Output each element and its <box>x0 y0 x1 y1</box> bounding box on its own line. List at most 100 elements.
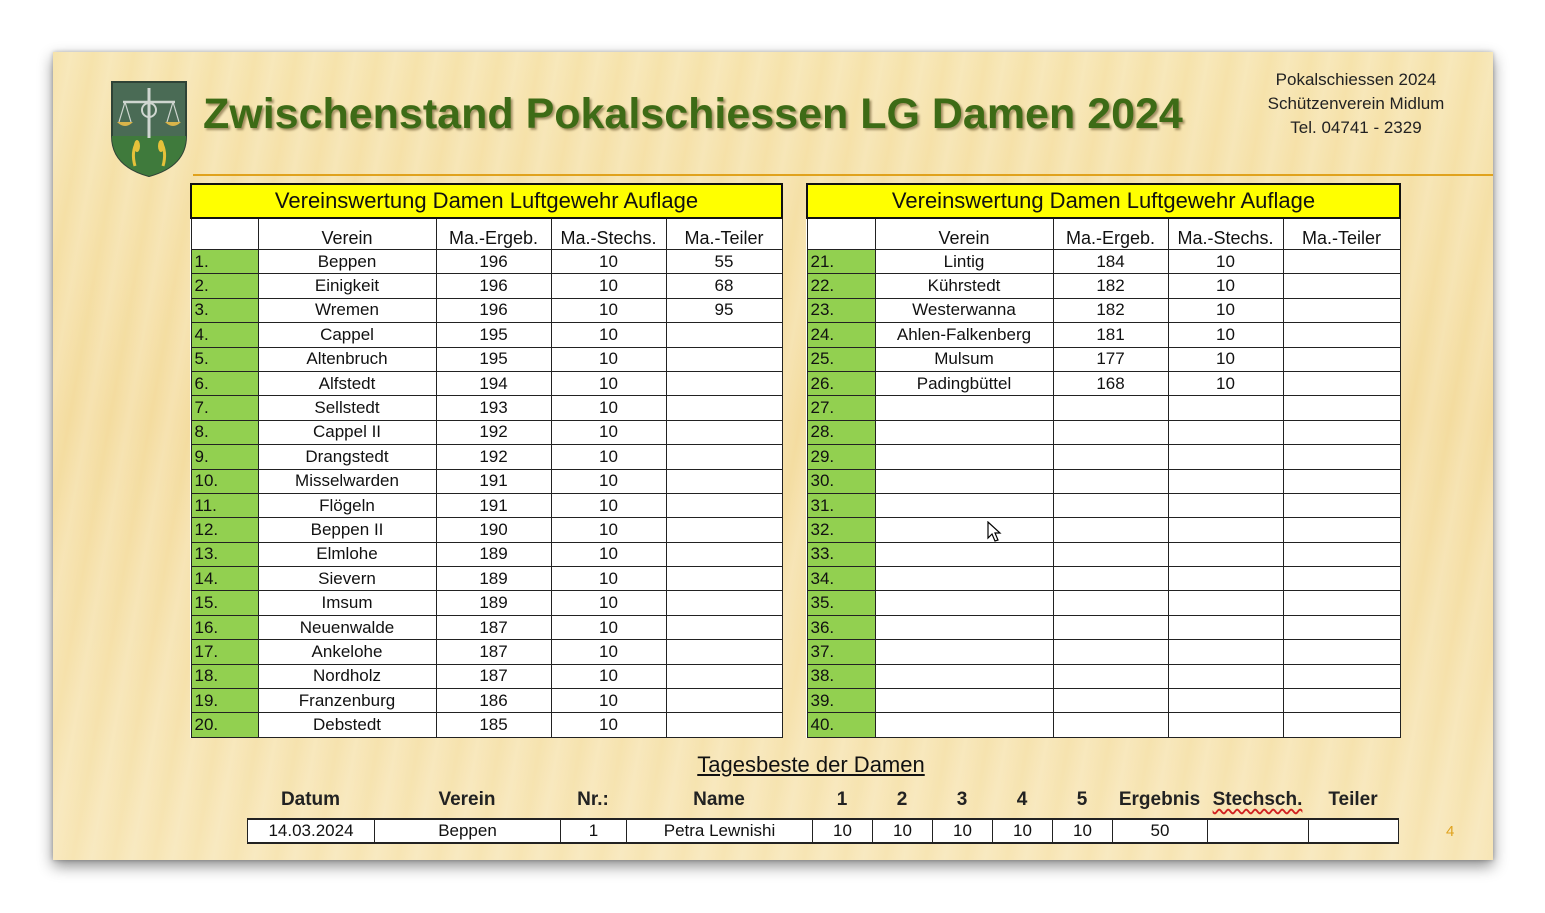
column-header: Ma.-Teiler <box>1282 217 1401 250</box>
rank-cell: 32. <box>806 517 876 543</box>
daily-cell: 10 <box>1052 818 1113 844</box>
teiler-cell <box>1282 590 1401 616</box>
score-cell <box>1052 468 1169 494</box>
rank-cell: 24. <box>806 322 876 348</box>
teiler-cell <box>1282 419 1401 446</box>
daily-cell <box>1308 818 1399 844</box>
ranking-table-left: Vereinswertung Damen Luftgewehr Auflage V… <box>190 183 783 738</box>
teiler-cell <box>665 468 783 494</box>
daily-cell: Petra Lewnishi <box>626 818 813 844</box>
rank-cell: 22. <box>806 273 876 299</box>
score-cell: 195 <box>435 346 552 372</box>
club-cell: Nordholz <box>257 663 437 690</box>
daily-column-header: Ergebnis <box>1118 789 1201 810</box>
info-line-club: Schützenverein Midlum <box>1267 94 1445 113</box>
info-line-event: Pokalschiessen 2024 <box>1275 70 1437 89</box>
tiebreak-cell: 10 <box>550 590 667 616</box>
teiler-cell <box>665 444 783 470</box>
tiebreak-cell: 10 <box>550 444 667 470</box>
rank-cell: 13. <box>190 541 259 568</box>
daily-column-header: Verein <box>438 789 496 810</box>
club-cell: Ahlen-Falkenberg <box>874 322 1054 348</box>
tiebreak-cell: 10 <box>550 566 667 592</box>
daily-column-header: 1 <box>836 789 848 810</box>
rank-cell: 3. <box>190 297 259 324</box>
rank-cell: 30. <box>806 468 876 494</box>
table-row: 5. Altenbruch 195 10 <box>190 346 783 372</box>
tiebreak-cell <box>1167 395 1284 421</box>
tiebreak-cell: 10 <box>550 614 667 641</box>
table-row: 37. <box>806 639 1401 665</box>
rank-cell: 20. <box>190 712 259 738</box>
club-cell: Misselwarden <box>257 468 437 494</box>
club-cell: Franzenburg <box>257 688 437 714</box>
tiebreak-cell <box>1167 639 1284 665</box>
rank-cell: 6. <box>190 370 259 397</box>
teiler-cell <box>665 688 783 714</box>
rank-cell: 19. <box>190 688 259 714</box>
score-cell: 190 <box>435 517 552 543</box>
score-cell: 196 <box>435 273 552 299</box>
tiebreak-cell: 10 <box>550 248 667 275</box>
tiebreak-cell: 10 <box>550 639 667 665</box>
rank-cell: 12. <box>190 517 259 543</box>
table-row: 33. <box>806 541 1401 568</box>
score-cell <box>1052 590 1169 616</box>
teiler-cell <box>665 346 783 372</box>
daily-column-header: 2 <box>896 789 908 810</box>
score-cell <box>1052 712 1169 738</box>
teiler-cell <box>665 492 783 519</box>
club-cell: Debstedt <box>257 712 437 738</box>
table-row: 13. Elmlohe 189 10 <box>190 541 783 568</box>
teiler-cell <box>1282 614 1401 641</box>
table-row: 23. Westerwanna 182 10 <box>806 297 1401 324</box>
tiebreak-cell <box>1167 688 1284 714</box>
score-cell: 182 <box>1052 273 1169 299</box>
tiebreak-cell <box>1167 492 1284 519</box>
club-cell <box>874 541 1054 568</box>
tiebreak-cell: 10 <box>550 297 667 324</box>
tiebreak-cell <box>1167 541 1284 568</box>
teiler-cell: 55 <box>665 248 783 275</box>
club-cell: Sellstedt <box>257 395 437 421</box>
teiler-cell <box>665 370 783 397</box>
table-row: 35. <box>806 590 1401 616</box>
tiebreak-cell <box>1167 566 1284 592</box>
tiebreak-cell: 10 <box>550 688 667 714</box>
teiler-cell: 95 <box>665 297 783 324</box>
table-row: 22. Kührstedt 182 10 <box>806 273 1401 299</box>
table-row: 8. Cappel II 192 10 <box>190 419 783 446</box>
club-cell <box>874 419 1054 446</box>
club-cell: Cappel <box>257 322 437 348</box>
teiler-cell <box>1282 712 1401 738</box>
rank-cell: 11. <box>190 492 259 519</box>
daily-cell: 10 <box>872 818 933 844</box>
rank-cell: 9. <box>190 444 259 470</box>
daily-column-header: 4 <box>1016 789 1028 810</box>
teiler-cell <box>665 517 783 543</box>
rank-cell: 38. <box>806 663 876 690</box>
teiler-cell <box>1282 273 1401 299</box>
score-cell: 191 <box>435 492 552 519</box>
tiebreak-cell <box>1167 419 1284 446</box>
club-cell <box>874 663 1054 690</box>
column-header: Ma.-Teiler <box>665 217 783 250</box>
rank-cell: 2. <box>190 273 259 299</box>
daily-best-title: Tagesbeste der Damen <box>697 752 925 777</box>
daily-cell: 10 <box>992 818 1053 844</box>
club-cell <box>874 590 1054 616</box>
tiebreak-cell <box>1167 614 1284 641</box>
club-cell: Beppen II <box>257 517 437 543</box>
tiebreak-cell <box>1167 590 1284 616</box>
tiebreak-cell: 10 <box>1167 248 1284 275</box>
teiler-cell <box>1282 395 1401 421</box>
teiler-cell <box>1282 492 1401 519</box>
tiebreak-cell: 10 <box>550 492 667 519</box>
daily-cell <box>1207 818 1309 844</box>
teiler-cell <box>1282 688 1401 714</box>
column-header <box>190 217 259 250</box>
club-cell: Mulsum <box>874 346 1054 372</box>
tiebreak-cell: 10 <box>1167 322 1284 348</box>
table-row: 9. Drangstedt 192 10 <box>190 444 783 470</box>
teiler-cell <box>1282 444 1401 470</box>
